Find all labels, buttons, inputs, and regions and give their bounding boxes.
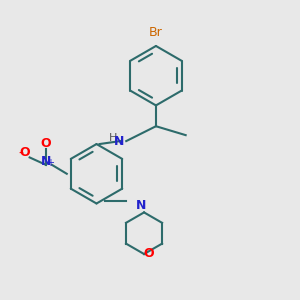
Text: +: + <box>46 158 54 168</box>
Text: N: N <box>136 200 146 212</box>
Text: O: O <box>143 247 154 260</box>
Text: Br: Br <box>149 26 163 38</box>
Text: H: H <box>109 133 117 143</box>
Text: N: N <box>114 135 125 148</box>
Text: O: O <box>20 146 31 159</box>
Text: N: N <box>41 155 51 168</box>
Text: O: O <box>41 137 51 150</box>
Text: -: - <box>18 146 23 161</box>
